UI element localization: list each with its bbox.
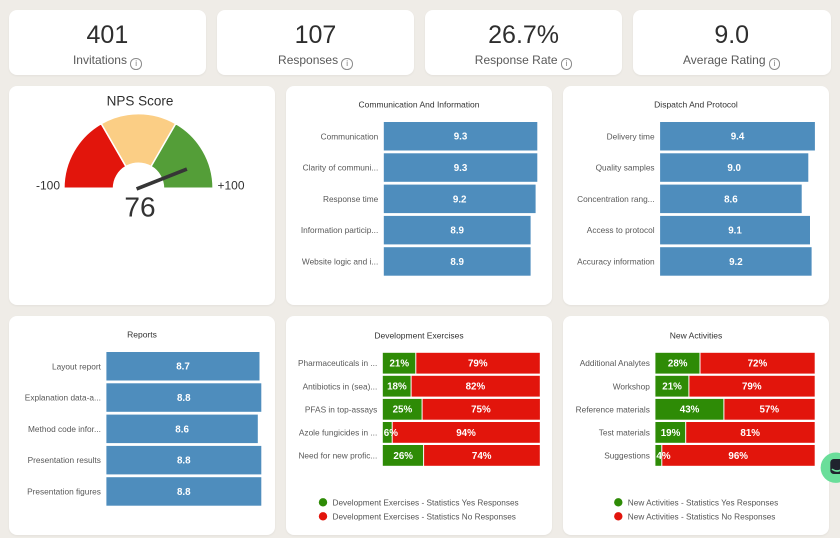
svg-text:82%: 82% bbox=[465, 382, 485, 393]
svg-text:19%: 19% bbox=[661, 428, 681, 439]
svg-text:New Activities: New Activities bbox=[670, 330, 722, 340]
svg-text:81%: 81% bbox=[741, 428, 761, 439]
svg-text:Method code infor...: Method code infor... bbox=[28, 424, 101, 434]
svg-text:Clarity of communi...: Clarity of communi... bbox=[303, 162, 379, 172]
svg-text:8.7: 8.7 bbox=[176, 361, 190, 372]
svg-text:Pharmaceuticals in ...: Pharmaceuticals in ... bbox=[298, 358, 377, 368]
svg-text:Suggestions: Suggestions bbox=[605, 450, 651, 460]
svg-text:Additional Analytes: Additional Analytes bbox=[580, 358, 650, 368]
svg-text:9.3: 9.3 bbox=[454, 163, 468, 174]
svg-text:79%: 79% bbox=[742, 382, 762, 393]
svg-text:Test materials: Test materials bbox=[599, 427, 650, 437]
svg-text:Development Exercises - Statis: Development Exercises - Statistics No Re… bbox=[332, 512, 515, 521]
svg-text:8.6: 8.6 bbox=[175, 424, 189, 435]
svg-text:Explanation data-a...: Explanation data-a... bbox=[24, 392, 100, 402]
svg-text:Quality samples: Quality samples bbox=[596, 162, 655, 172]
svg-text:79%: 79% bbox=[468, 358, 488, 369]
svg-text:Azole fungicides in ...: Azole fungicides in ... bbox=[299, 427, 377, 437]
svg-text:43%: 43% bbox=[680, 405, 700, 416]
svg-text:+100: +100 bbox=[217, 178, 244, 192]
svg-text:Presentation results: Presentation results bbox=[27, 455, 100, 465]
svg-text:Communication And Information: Communication And Information bbox=[358, 99, 479, 109]
svg-text:Dispatch And Protocol: Dispatch And Protocol bbox=[654, 99, 738, 109]
svg-text:6%: 6% bbox=[384, 428, 398, 439]
svg-text:9.2: 9.2 bbox=[453, 194, 467, 205]
svg-text:18%: 18% bbox=[387, 382, 407, 393]
svg-text:25%: 25% bbox=[392, 405, 412, 416]
svg-text:21%: 21% bbox=[663, 382, 683, 393]
svg-text:Presentation figures: Presentation figures bbox=[27, 486, 101, 496]
svg-text:-100: -100 bbox=[35, 178, 59, 192]
svg-text:8.9: 8.9 bbox=[450, 256, 464, 267]
svg-text:Development Exercises: Development Exercises bbox=[374, 330, 463, 340]
svg-text:26%: 26% bbox=[393, 451, 413, 462]
svg-text:PFAS in top-assays: PFAS in top-assays bbox=[305, 404, 377, 414]
svg-text:Information particip...: Information particip... bbox=[301, 225, 378, 235]
svg-text:28%: 28% bbox=[668, 358, 688, 369]
svg-text:Reports: Reports bbox=[127, 329, 157, 339]
svg-text:9.4: 9.4 bbox=[731, 131, 745, 142]
svg-text:Workshop: Workshop bbox=[613, 381, 651, 391]
svg-text:Reference materials: Reference materials bbox=[576, 404, 650, 414]
svg-text:Development Exercises - Statis: Development Exercises - Statistics Yes R… bbox=[332, 498, 518, 507]
svg-text:Delivery time: Delivery time bbox=[607, 131, 655, 141]
svg-text:8.8: 8.8 bbox=[176, 393, 190, 404]
svg-text:Communication: Communication bbox=[321, 131, 379, 141]
svg-text:9.3: 9.3 bbox=[454, 131, 468, 142]
svg-text:NPS Score: NPS Score bbox=[106, 93, 173, 108]
svg-text:Concentration rang...: Concentration rang... bbox=[577, 193, 654, 203]
svg-text:72%: 72% bbox=[748, 358, 768, 369]
svg-text:New Activities - Statistics No: New Activities - Statistics No Responses bbox=[628, 512, 776, 521]
svg-text:9.0: 9.0 bbox=[728, 163, 742, 174]
svg-text:8.6: 8.6 bbox=[724, 194, 738, 205]
svg-text:94%: 94% bbox=[456, 428, 476, 439]
svg-text:8.8: 8.8 bbox=[176, 487, 190, 498]
svg-text:76: 76 bbox=[124, 191, 155, 222]
svg-text:Need for new profic...: Need for new profic... bbox=[298, 450, 377, 460]
svg-text:Layout report: Layout report bbox=[52, 361, 102, 371]
svg-text:Antibiotics in (sea)...: Antibiotics in (sea)... bbox=[302, 381, 377, 391]
svg-text:96%: 96% bbox=[729, 451, 749, 462]
svg-text:8.9: 8.9 bbox=[450, 225, 464, 236]
svg-text:8.8: 8.8 bbox=[176, 455, 190, 466]
svg-text:9.2: 9.2 bbox=[729, 256, 743, 267]
svg-text:Access to protocol: Access to protocol bbox=[587, 225, 655, 235]
svg-text:Response time: Response time bbox=[323, 193, 379, 203]
svg-text:Accuracy information: Accuracy information bbox=[577, 256, 655, 266]
svg-text:75%: 75% bbox=[471, 405, 491, 416]
svg-text:57%: 57% bbox=[760, 405, 780, 416]
svg-text:New Activities - Statistics Ye: New Activities - Statistics Yes Response… bbox=[628, 498, 778, 507]
svg-text:9.1: 9.1 bbox=[728, 225, 742, 236]
svg-text:4%: 4% bbox=[657, 451, 671, 462]
svg-text:74%: 74% bbox=[472, 451, 492, 462]
svg-text:Website logic and i...: Website logic and i... bbox=[302, 256, 378, 266]
svg-text:21%: 21% bbox=[389, 358, 409, 369]
